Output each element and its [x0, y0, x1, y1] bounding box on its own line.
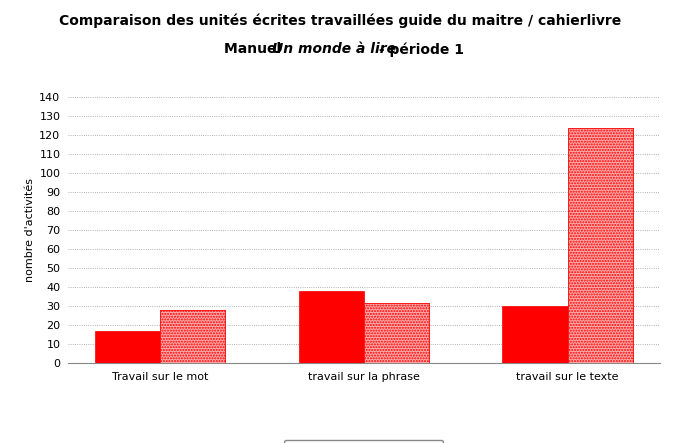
- Text: - période 1: - période 1: [374, 42, 464, 57]
- Bar: [503, 306, 568, 363]
- Bar: [568, 128, 632, 363]
- Bar: [364, 303, 429, 363]
- Text: Comparaison des unités écrites travaillées guide du maitre / cahierlivre: Comparaison des unités écrites travaillé…: [59, 13, 621, 28]
- Text: Un monde à lire: Un monde à lire: [272, 42, 396, 56]
- Text: Manuel: Manuel: [224, 42, 286, 56]
- Bar: [95, 331, 160, 363]
- Bar: [568, 128, 632, 363]
- Bar: [299, 291, 364, 363]
- Y-axis label: nombre d'activités: nombre d'activités: [25, 179, 35, 282]
- Legend: cahierlivre, guide: cahierlivre, guide: [284, 440, 443, 443]
- Bar: [160, 310, 225, 363]
- Bar: [364, 303, 429, 363]
- Bar: [160, 310, 225, 363]
